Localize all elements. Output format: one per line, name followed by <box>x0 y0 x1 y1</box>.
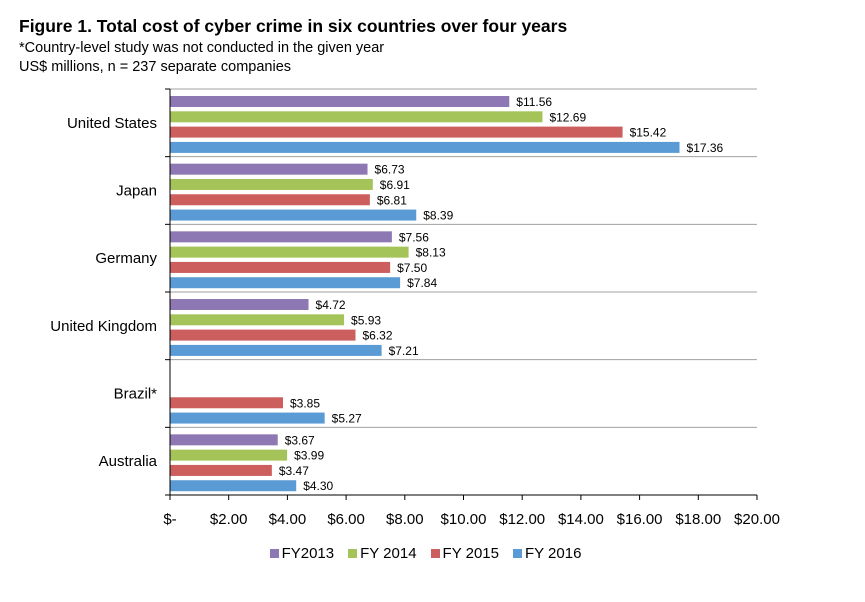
x-tick-label: $16.00 <box>617 511 663 528</box>
x-tick-label: $6.00 <box>327 511 365 528</box>
bar <box>170 299 309 310</box>
bar <box>170 194 370 206</box>
x-tick-label: $8.00 <box>386 511 424 528</box>
data-label: $4.72 <box>316 298 346 312</box>
x-tick-label: $4.00 <box>269 511 307 528</box>
bar <box>170 277 401 289</box>
bar <box>170 464 272 476</box>
legend-swatch <box>269 549 279 558</box>
bar <box>170 344 382 356</box>
bar <box>170 141 680 153</box>
x-tick-label: $10.00 <box>441 511 487 528</box>
category-label: Japan <box>116 183 157 200</box>
bar <box>170 246 409 258</box>
data-label: $6.73 <box>375 163 405 177</box>
legend-swatch <box>512 549 522 558</box>
data-label: $6.81 <box>377 193 407 207</box>
chart-legend: FY2013 FY 2014 FY 2015 FY 2016 <box>0 545 865 562</box>
legend-swatch <box>348 549 358 558</box>
category-label: Australia <box>99 453 158 470</box>
data-label: $15.42 <box>630 126 667 140</box>
data-label: $5.93 <box>351 313 381 327</box>
bar <box>170 111 543 123</box>
category-label: Germany <box>95 250 157 267</box>
x-tick-label: $12.00 <box>499 511 545 528</box>
bar <box>170 412 325 424</box>
bar <box>170 314 345 326</box>
legend-label: FY 2016 <box>524 545 582 562</box>
category-label: United States <box>67 115 157 132</box>
data-label: $7.50 <box>397 261 427 275</box>
bar <box>170 231 392 243</box>
bar <box>170 480 297 492</box>
data-label: $7.21 <box>389 344 419 358</box>
chart-subtitle-units: US$ millions, n = 237 separate companies <box>19 59 292 75</box>
data-label: $5.27 <box>332 412 362 426</box>
legend-item-fy2015: FY 2015 <box>430 545 499 562</box>
data-label: $17.36 <box>687 141 724 155</box>
bar <box>170 209 417 221</box>
x-tick-label: $18.00 <box>675 511 721 528</box>
data-label: $8.13 <box>416 246 446 260</box>
data-label: $3.47 <box>279 464 309 478</box>
bar <box>170 96 510 107</box>
legend-swatch <box>430 549 440 558</box>
category-label: Brazil* <box>114 386 158 403</box>
legend-label: FY 2014 <box>360 545 417 562</box>
bar <box>170 397 283 409</box>
bar <box>170 126 623 138</box>
legend-item-fy2016: FY 2016 <box>512 545 582 562</box>
chart-subtitle-note: *Country-level study was not conducted i… <box>19 40 385 56</box>
bar <box>170 434 278 446</box>
x-tick-label: $20.00 <box>734 511 780 528</box>
data-label: $4.30 <box>303 479 333 493</box>
bar <box>170 163 368 175</box>
data-label: $6.32 <box>362 329 392 343</box>
x-tick-label: $- <box>163 511 176 528</box>
chart-title: Figure 1. Total cost of cyber crime in s… <box>19 16 568 36</box>
bar <box>170 261 391 273</box>
category-label: United Kingdom <box>50 318 157 335</box>
data-label: $12.69 <box>549 110 586 124</box>
bar <box>170 178 373 190</box>
bar <box>170 329 356 341</box>
data-label: $3.85 <box>290 396 320 410</box>
bar <box>170 449 288 461</box>
data-label: $8.39 <box>423 209 453 223</box>
data-label: $7.56 <box>399 230 429 244</box>
data-label: $3.99 <box>294 449 324 463</box>
legend-item-fy2014: FY 2014 <box>348 545 417 562</box>
data-label: $7.84 <box>407 276 437 290</box>
data-label: $3.67 <box>285 433 315 447</box>
x-tick-label: $2.00 <box>210 511 248 528</box>
data-label: $11.56 <box>516 95 552 109</box>
legend-item-fy2013: FY2013 <box>269 545 335 562</box>
data-label: $6.91 <box>380 178 410 192</box>
legend-label: FY2013 <box>281 545 335 562</box>
x-tick-label: $14.00 <box>558 511 604 528</box>
legend-label: FY 2015 <box>442 545 499 562</box>
